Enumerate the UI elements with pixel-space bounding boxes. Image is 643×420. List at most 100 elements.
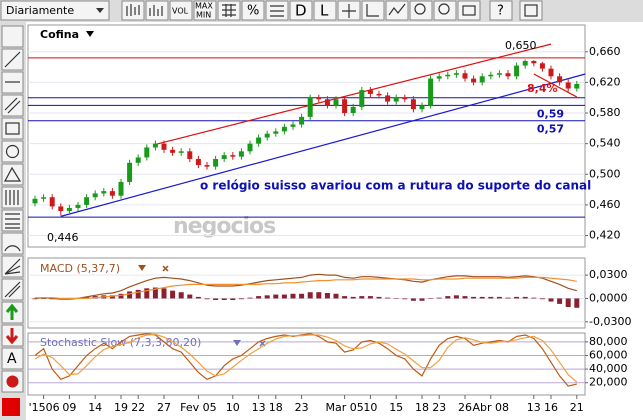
macd-hist-bar [574, 298, 580, 308]
macd-close[interactable] [162, 265, 169, 272]
candle-button[interactable] [121, 0, 145, 21]
y-tick-label: 0,500 [589, 167, 621, 180]
macd-hist-bar [170, 290, 176, 299]
macd-hist-bar [204, 298, 210, 300]
icon [4, 51, 21, 68]
macd-hist-bar [84, 296, 90, 299]
help-button[interactable] [489, 0, 513, 21]
circle-tool[interactable] [1, 140, 24, 163]
period-label: Diariamente [6, 4, 74, 17]
x-tick-label: 14 [88, 401, 102, 414]
arc-tool[interactable] [1, 232, 24, 255]
channel-tool[interactable] [1, 94, 24, 117]
candle-body [333, 99, 339, 106]
y-tick-label: 0,540 [589, 137, 621, 150]
macd-hist-bar [531, 297, 537, 299]
candle-body [350, 106, 356, 114]
candle-body [307, 97, 313, 117]
toolbar-buttons: VOL MAX MIN % D L ? [121, 0, 543, 21]
rect-tool[interactable] [1, 117, 24, 140]
candle-body [522, 60, 528, 66]
icon [222, 4, 236, 17]
icon [5, 190, 19, 205]
macd-menu-arrow[interactable] [138, 265, 146, 271]
fib-tool[interactable] [1, 186, 24, 209]
wave-button[interactable] [385, 0, 409, 21]
icon [149, 5, 163, 16]
levels-tool[interactable] [1, 209, 24, 232]
y-tick-label: 0,420 [589, 229, 621, 242]
macd-hist-bar [109, 295, 115, 299]
candle-body [419, 105, 425, 110]
triangle-tool[interactable] [1, 163, 24, 186]
candle-body [49, 197, 55, 207]
annotation: 8,4% [527, 82, 558, 95]
cursor-button[interactable] [361, 0, 385, 21]
candle-body [273, 131, 279, 134]
macd-hist-bar [342, 296, 348, 299]
macd-hist-bar [256, 296, 262, 299]
icon [388, 3, 406, 16]
x-tick-label: Abr 08 [473, 401, 510, 414]
save-button[interactable] [519, 0, 543, 21]
candle-body [109, 191, 115, 196]
macd-hist-bar [238, 298, 244, 300]
macd-line [35, 276, 577, 299]
candle-body [204, 165, 210, 167]
annotation: 0,650 [505, 39, 537, 52]
icon [4, 281, 21, 298]
macd-hist-bar [462, 296, 468, 299]
trend-line [155, 43, 552, 146]
macd-hist-bar [281, 294, 287, 299]
candle-body [195, 158, 201, 166]
macd-hist-bar [307, 292, 313, 299]
x-tick-label: 18 [269, 401, 283, 414]
y-tick-label: 0,0000 [589, 291, 628, 304]
macd-hist-bar [505, 297, 511, 299]
candle-body [565, 82, 571, 89]
macd-hist-bar [118, 293, 124, 299]
bar-button[interactable] [145, 0, 169, 21]
x-tick-label: 22 [131, 401, 145, 414]
candle-body [92, 193, 98, 198]
text-tool[interactable] [1, 347, 24, 370]
macd-hist-bar [385, 297, 391, 299]
x-tick-label: 10 [226, 401, 240, 414]
candle-body [178, 151, 184, 153]
candle-body [299, 116, 305, 125]
candle-body [101, 191, 107, 194]
macd-hist-bar [428, 298, 434, 299]
stoch-menu-arrow[interactable] [233, 340, 241, 346]
x-tick-label: Fev 05 [180, 401, 217, 414]
icon [366, 4, 379, 17]
icon [5, 213, 20, 229]
percent-button[interactable] [241, 0, 265, 21]
vol-button[interactable] [169, 0, 193, 21]
x-tick-label: 23 [432, 401, 446, 414]
candle-body [281, 126, 287, 132]
macd-hist-bar [195, 296, 201, 299]
macd-hist-bar [333, 293, 339, 299]
y-tick-label: 0,0300 [589, 268, 628, 281]
l-button[interactable] [313, 0, 337, 21]
hand-tool[interactable] [1, 25, 24, 48]
title-menu-arrow[interactable] [86, 31, 94, 37]
y-tick-label: 0,460 [589, 198, 621, 211]
macd-hist-bar [522, 296, 528, 299]
print-button[interactable] [457, 0, 481, 21]
candle-body [247, 143, 253, 152]
x-tick-label: 15 [389, 401, 403, 414]
period-select[interactable] [0, 0, 110, 21]
annotation: 0,446 [47, 231, 79, 244]
icon [438, 3, 450, 15]
level-label: 0,59 [537, 107, 564, 120]
d-button[interactable] [289, 0, 313, 21]
maxmin-button[interactable] [193, 0, 217, 21]
color-tool[interactable] [2, 398, 20, 416]
macd-hist-bar [436, 297, 442, 299]
max-label: MAX [195, 2, 213, 11]
macd-hist-bar [393, 298, 399, 299]
candle-body [548, 68, 554, 77]
x-tick-label: 16 [544, 401, 558, 414]
candle-body [479, 76, 485, 83]
